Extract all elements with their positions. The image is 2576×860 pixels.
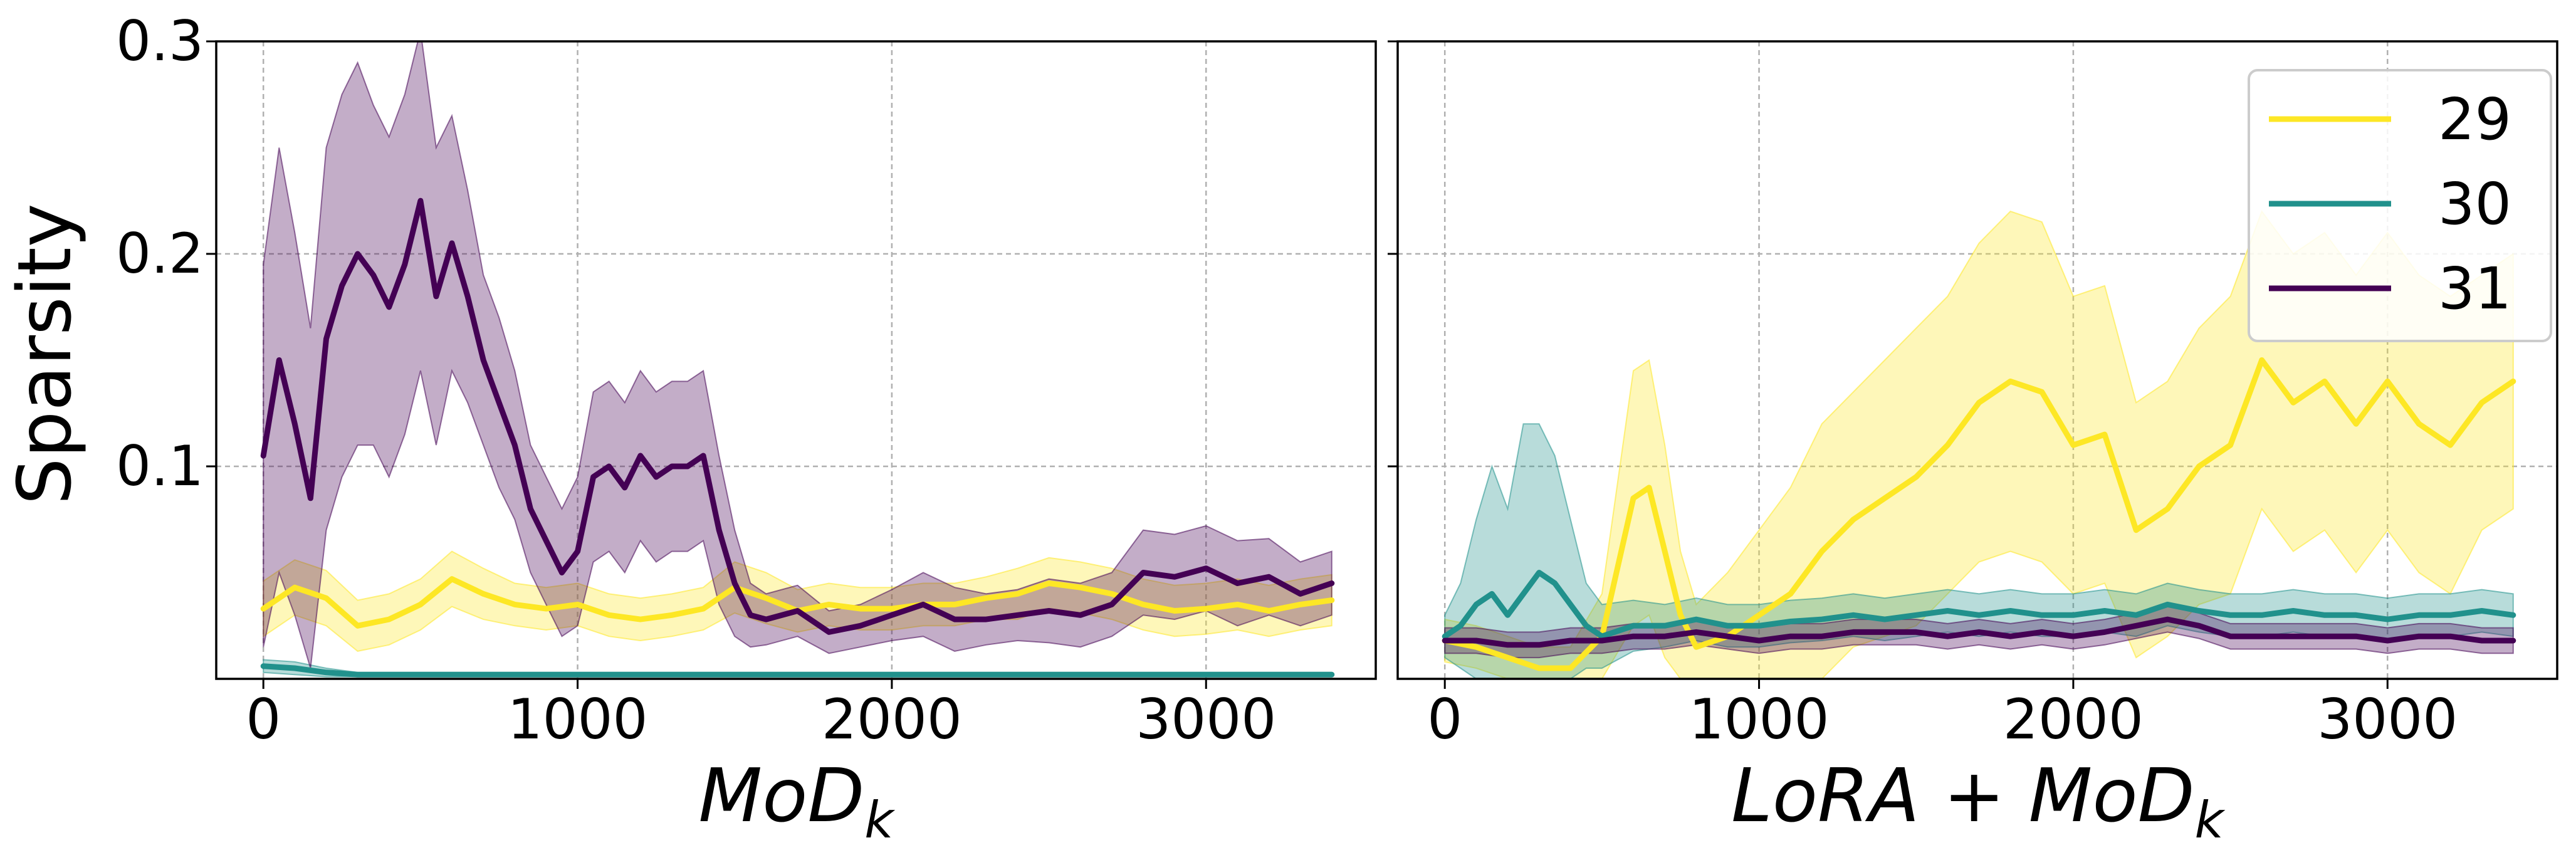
x-tick-label: 1000: [1689, 687, 1830, 752]
y-tick-label: 0.2: [116, 221, 204, 286]
right-panel: 0 1000 2000 3000 LoRA + MoDk: [1388, 40, 2558, 849]
legend: 29 30 31: [2248, 69, 2552, 342]
legend-label-29: 29: [2438, 86, 2511, 153]
plot-frame: [215, 40, 1377, 680]
series-29-line: [1442, 357, 2516, 671]
plot-frame: [1396, 40, 2558, 680]
x-tick-label: 0: [1427, 687, 1462, 752]
y-tick-label: 0.3: [116, 9, 204, 73]
y-axis-label: Sparsity: [1, 204, 88, 505]
left-panel: 0 1000 2000 3000 0.1 0.2 0.3 MoDk: [116, 9, 1377, 849]
x-axis-label: MoDk: [698, 752, 895, 849]
series-31-line: [260, 197, 1335, 635]
series-29-band: [1444, 210, 2514, 679]
series-31-band: [263, 41, 1333, 669]
x-tick-label: 3000: [2317, 687, 2458, 752]
series-31-line: [1442, 616, 2516, 648]
series-30-line: [260, 663, 1335, 678]
legend-frame: [2248, 69, 2552, 342]
legend-label-31: 31: [2438, 255, 2511, 322]
x-axis-label: LoRA + MoDk: [1731, 752, 2225, 849]
series-30-line: [1442, 570, 2516, 639]
series-29-band: [263, 550, 1333, 652]
legend-label-30: 30: [2438, 170, 2511, 238]
x-tick-label: 1000: [508, 687, 648, 752]
x-tick-label: 0: [246, 687, 281, 752]
x-tick-label: 2000: [2003, 687, 2144, 752]
y-tick-label: 0.1: [116, 434, 204, 498]
x-tick-label: 2000: [822, 687, 962, 752]
x-tick-label: 3000: [1136, 687, 1276, 752]
